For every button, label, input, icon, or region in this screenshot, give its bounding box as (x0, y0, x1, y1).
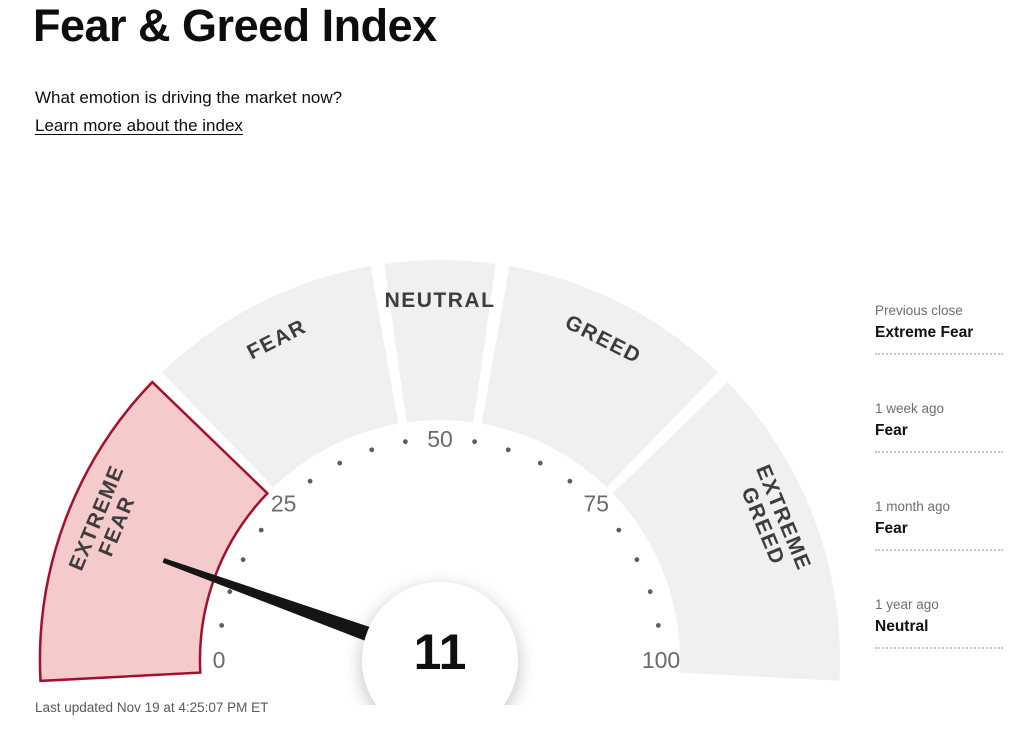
last-updated-text: Last updated Nov 19 at 4:25:07 PM ET (35, 700, 269, 715)
history-value: Extreme Fear (875, 324, 974, 341)
gauge-tick-label-25: 25 (271, 491, 297, 517)
gauge-minor-tick (240, 557, 246, 563)
gauge-minor-tick (403, 439, 408, 445)
dotted-divider (875, 549, 1003, 551)
gauge-segment-extreme-greed (612, 382, 841, 681)
gauge-minor-tick (337, 460, 343, 466)
gauge-tick-label-50: 50 (427, 426, 453, 452)
gauge-minor-tick (505, 447, 511, 453)
dotted-divider (875, 451, 1003, 453)
gauge-minor-tick (369, 447, 375, 453)
gauge-minor-tick (616, 527, 622, 533)
gauge-minor-tick (567, 478, 573, 484)
history-panel: Previous close Extreme Fear 1 week ago F… (875, 303, 1005, 695)
gauge-minor-tick (307, 478, 313, 484)
fear-greed-gauge: EXTREMEFEARFEARNEUTRALGREEDEXTREMEGREED0… (38, 260, 841, 705)
gauge-minor-tick (537, 460, 543, 466)
history-value: Neutral (875, 618, 929, 635)
gauge-minor-tick (472, 439, 477, 445)
gauge-segment-fear (162, 266, 399, 488)
gauge-minor-tick (655, 623, 661, 628)
history-value: Fear (875, 520, 908, 537)
gauge-minor-tick (647, 589, 653, 595)
history-label: 1 week ago (875, 401, 945, 416)
gauge-tick-label-100: 100 (642, 647, 680, 673)
learn-more-link[interactable]: Learn more about the index (35, 116, 243, 135)
gauge-value: 11 (414, 624, 467, 680)
gauge-segment-label-neutral: NEUTRAL (385, 289, 496, 312)
gauge-minor-tick (258, 527, 264, 533)
history-item-1-week: 1 week ago Fear (875, 401, 1005, 453)
gauge-center-circle (362, 582, 518, 705)
gauge-minor-tick (227, 589, 233, 595)
gauge-tick-label-75: 75 (584, 491, 610, 517)
page-subtitle: What emotion is driving the market now? (35, 88, 343, 107)
gauge-segment-extreme-fear (38, 380, 270, 683)
history-item-1-month: 1 month ago Fear (875, 499, 1005, 551)
dotted-divider (875, 353, 1003, 355)
history-item-previous-close: Previous close Extreme Fear (875, 303, 1005, 355)
gauge-minor-tick (634, 557, 640, 563)
gauge-minor-tick (219, 623, 225, 628)
gauge-container: EXTREMEFEAR FEAR NEUTRAL GREED EXTREMEGREED 0… (20, 255, 860, 705)
history-label: Previous close (875, 303, 963, 318)
gauge-segment-greed (481, 266, 718, 488)
history-label: 1 year ago (875, 597, 939, 612)
history-item-1-year: 1 year ago Neutral (875, 597, 1005, 649)
page-title: Fear & Greed Index (33, 0, 437, 51)
gauge-segment-neutral (384, 260, 496, 423)
history-value: Fear (875, 422, 908, 439)
gauge-tick-label-0: 0 (213, 647, 226, 673)
dotted-divider (875, 647, 1003, 649)
history-label: 1 month ago (875, 499, 951, 514)
